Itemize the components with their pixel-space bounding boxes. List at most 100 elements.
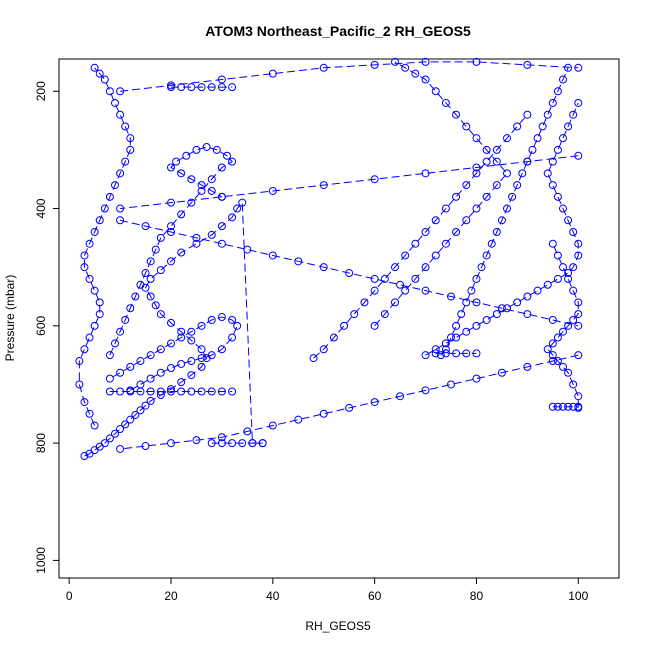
- data-point: [569, 263, 578, 272]
- data-point: [553, 145, 562, 154]
- y-tick-label: 1000: [34, 547, 48, 574]
- data-point: [482, 315, 491, 324]
- data-point: [111, 181, 119, 190]
- data-point: [548, 315, 557, 324]
- data-point: [217, 163, 226, 172]
- data-point: [228, 439, 237, 448]
- data-point: [177, 210, 186, 219]
- data-point: [141, 401, 150, 410]
- data-point: [482, 192, 491, 201]
- data-point: [370, 60, 379, 69]
- data-point: [90, 321, 99, 330]
- data-point: [360, 298, 369, 307]
- data-point: [574, 251, 583, 260]
- x-tick-label: 80: [470, 589, 484, 603]
- data-point: [248, 439, 257, 448]
- data-point: [492, 310, 501, 319]
- data-point: [462, 181, 471, 190]
- data-point: [462, 298, 471, 307]
- data-point: [146, 274, 155, 283]
- data-point: [574, 402, 583, 411]
- data-point: [391, 57, 399, 66]
- data-point: [80, 251, 89, 260]
- data-point: [80, 263, 89, 272]
- data-point: [268, 251, 277, 260]
- data-point: [559, 134, 567, 143]
- data-point: [100, 75, 109, 84]
- data-point: [497, 216, 506, 225]
- data-point: [569, 402, 578, 411]
- data-point: [156, 345, 165, 354]
- data-point: [569, 228, 578, 236]
- x-axis: 0 20 40 60 80 100: [66, 578, 589, 603]
- data-point: [513, 298, 522, 307]
- data-point: [197, 362, 206, 371]
- series-line: [78, 67, 131, 426]
- data-point: [146, 396, 155, 405]
- data-point: [553, 402, 562, 411]
- data-point: [452, 110, 461, 119]
- data-point: [447, 292, 455, 301]
- series-line: [120, 61, 579, 92]
- series-line: [440, 67, 569, 356]
- data-point: [574, 98, 583, 107]
- plot-area: [75, 57, 583, 461]
- data-point: [345, 269, 354, 278]
- data-point: [472, 274, 481, 283]
- data-point: [492, 157, 501, 166]
- data-point: [564, 63, 573, 72]
- data-point: [569, 286, 578, 295]
- data-point: [95, 69, 104, 78]
- data-point: [564, 402, 573, 411]
- data-point: [401, 286, 410, 295]
- data-point: [482, 251, 491, 260]
- data-point: [350, 310, 359, 319]
- data-point: [569, 380, 578, 389]
- data-point: [421, 386, 430, 395]
- data-point: [146, 257, 155, 266]
- data-point: [431, 87, 440, 96]
- data-point: [136, 406, 145, 415]
- data-point: [548, 357, 557, 366]
- data-point: [116, 204, 125, 213]
- data-point: [472, 204, 481, 213]
- data-point: [146, 292, 155, 301]
- data-point: [268, 186, 277, 195]
- data-point: [548, 402, 557, 411]
- data-point: [156, 387, 165, 396]
- data-point: [548, 239, 557, 248]
- data-point: [574, 351, 583, 360]
- data-point: [431, 216, 440, 225]
- data-point: [441, 349, 450, 358]
- data-point: [548, 157, 557, 166]
- data-point: [467, 286, 476, 295]
- data-point: [182, 151, 191, 160]
- data-point: [85, 274, 94, 283]
- data-point: [421, 228, 430, 236]
- data-point: [523, 292, 532, 301]
- data-point: [513, 181, 522, 190]
- data-point: [319, 63, 328, 72]
- data-point: [105, 374, 114, 383]
- data-point: [126, 362, 135, 371]
- data-point: [126, 304, 135, 313]
- data-point: [472, 163, 481, 172]
- data-point: [503, 169, 511, 178]
- data-point: [528, 145, 537, 154]
- data-point: [370, 286, 379, 295]
- data-point: [513, 122, 522, 131]
- data-point: [559, 263, 567, 272]
- data-point: [207, 351, 216, 360]
- data-point: [95, 216, 104, 225]
- data-point: [548, 339, 557, 348]
- data-point: [100, 204, 109, 213]
- data-point: [391, 298, 399, 307]
- data-point: [156, 310, 165, 319]
- data-point: [503, 134, 511, 143]
- data-point: [116, 87, 125, 96]
- data-point: [462, 349, 471, 358]
- data-point: [192, 145, 201, 154]
- data-point: [452, 321, 461, 330]
- data-point: [197, 186, 206, 195]
- data-point: [564, 274, 573, 283]
